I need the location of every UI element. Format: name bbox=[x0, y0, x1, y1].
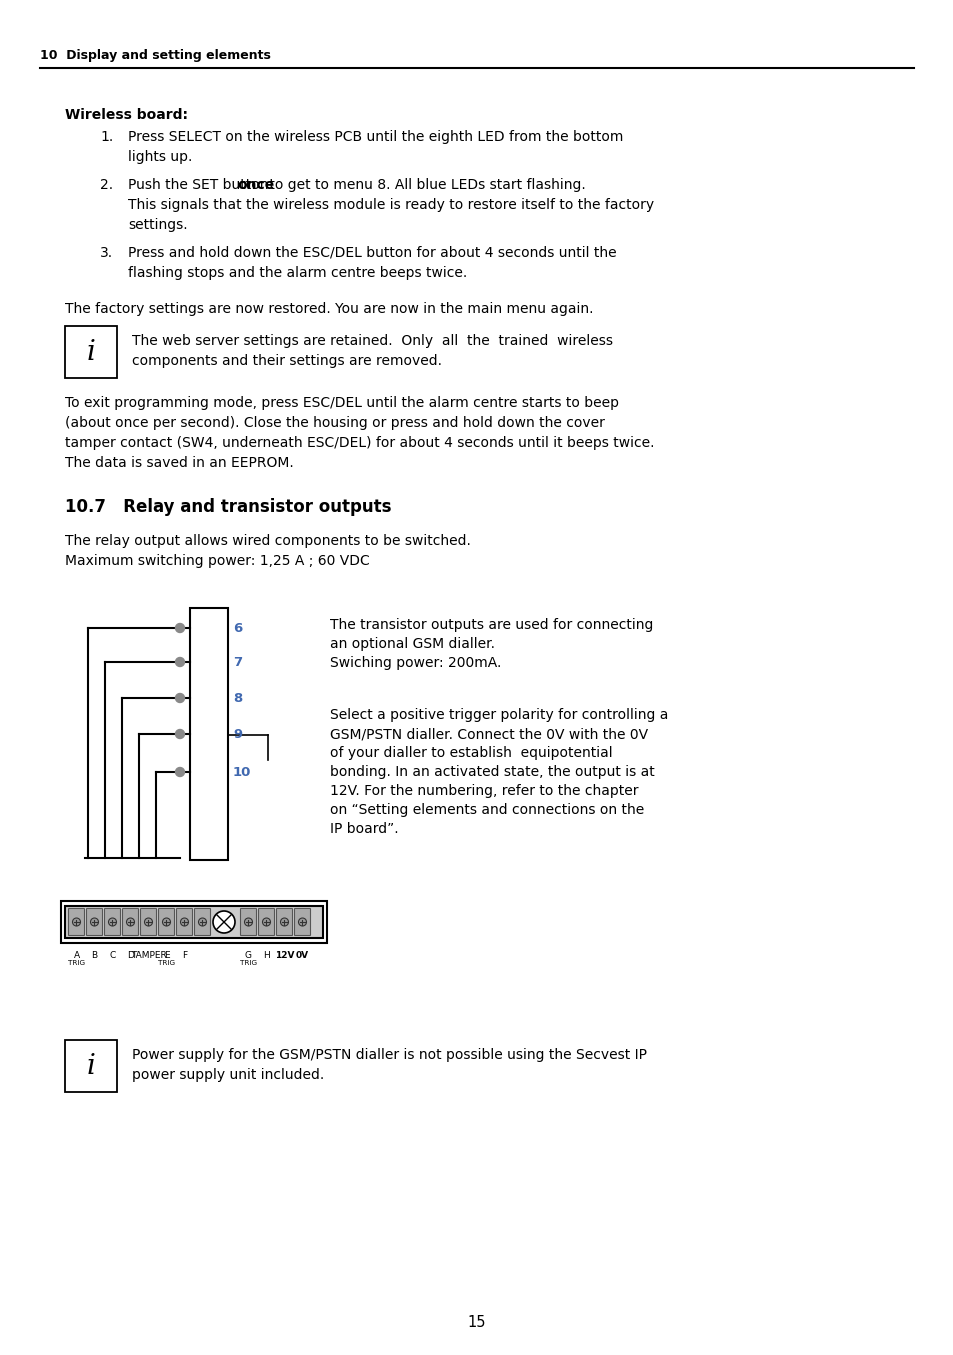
Text: Swiching power: 200mA.: Swiching power: 200mA. bbox=[330, 656, 501, 669]
Text: The relay output allows wired components to be switched.: The relay output allows wired components… bbox=[65, 534, 471, 547]
FancyBboxPatch shape bbox=[69, 908, 85, 935]
Circle shape bbox=[72, 917, 80, 925]
Text: 12V. For the numbering, refer to the chapter: 12V. For the numbering, refer to the cha… bbox=[330, 785, 638, 798]
Text: 6: 6 bbox=[233, 622, 242, 634]
Bar bbox=[65, 327, 117, 378]
Text: components and their settings are removed.: components and their settings are remove… bbox=[132, 354, 441, 369]
Text: 15: 15 bbox=[467, 1314, 486, 1331]
Text: 10: 10 bbox=[233, 766, 251, 779]
Text: TAMPER: TAMPER bbox=[131, 951, 166, 959]
Text: tamper contact (SW4, underneath ESC/DEL) for about 4 seconds until it beeps twic: tamper contact (SW4, underneath ESC/DEL)… bbox=[65, 436, 654, 450]
Text: The web server settings are retained.  Only  all  the  trained  wireless: The web server settings are retained. On… bbox=[132, 333, 613, 348]
Circle shape bbox=[144, 917, 152, 925]
Text: settings.: settings. bbox=[128, 218, 188, 232]
Bar bbox=[65, 1041, 117, 1092]
Text: of your dialler to establish  equipotential: of your dialler to establish equipotenti… bbox=[330, 747, 612, 760]
FancyBboxPatch shape bbox=[140, 908, 156, 935]
Circle shape bbox=[175, 657, 184, 667]
FancyBboxPatch shape bbox=[240, 908, 256, 935]
Circle shape bbox=[298, 917, 306, 925]
Text: G: G bbox=[245, 951, 252, 959]
Text: Power supply for the GSM/PSTN dialler is not possible using the Secvest IP: Power supply for the GSM/PSTN dialler is… bbox=[132, 1047, 646, 1062]
Circle shape bbox=[175, 729, 184, 738]
Circle shape bbox=[175, 623, 184, 633]
Text: Push the SET button: Push the SET button bbox=[128, 178, 273, 192]
Text: (about once per second). Close the housing or press and hold down the cover: (about once per second). Close the housi… bbox=[65, 416, 604, 430]
FancyBboxPatch shape bbox=[294, 908, 310, 935]
Text: B: B bbox=[91, 951, 97, 959]
Text: on “Setting elements and connections on the: on “Setting elements and connections on … bbox=[330, 804, 643, 817]
FancyBboxPatch shape bbox=[176, 908, 193, 935]
Text: lights up.: lights up. bbox=[128, 150, 193, 164]
Circle shape bbox=[91, 917, 98, 925]
Text: H: H bbox=[263, 951, 270, 959]
Text: F: F bbox=[182, 951, 187, 959]
Bar bbox=[61, 901, 327, 943]
Circle shape bbox=[127, 917, 134, 925]
Text: TRIG: TRIG bbox=[240, 959, 256, 966]
Text: 3.: 3. bbox=[100, 247, 113, 260]
Text: power supply unit included.: power supply unit included. bbox=[132, 1068, 324, 1083]
Text: Wireless board:: Wireless board: bbox=[65, 108, 188, 122]
Text: once: once bbox=[236, 178, 274, 192]
Text: TRIG: TRIG bbox=[158, 959, 175, 966]
Text: The factory settings are now restored. You are now in the main menu again.: The factory settings are now restored. Y… bbox=[65, 302, 593, 316]
Text: GSM/PSTN dialler. Connect the 0V with the 0V: GSM/PSTN dialler. Connect the 0V with th… bbox=[330, 728, 647, 741]
Text: 0V: 0V bbox=[295, 951, 309, 959]
Text: 9: 9 bbox=[233, 728, 242, 740]
Text: 10  Display and setting elements: 10 Display and setting elements bbox=[40, 49, 271, 62]
Text: TRIG: TRIG bbox=[68, 959, 85, 966]
Text: The data is saved in an EEPROM.: The data is saved in an EEPROM. bbox=[65, 457, 294, 470]
Text: A: A bbox=[73, 951, 79, 959]
Bar bbox=[190, 608, 228, 860]
Circle shape bbox=[180, 917, 189, 925]
Text: i: i bbox=[87, 339, 95, 366]
FancyBboxPatch shape bbox=[158, 908, 174, 935]
Text: 1.: 1. bbox=[100, 130, 113, 144]
Text: an optional GSM dialler.: an optional GSM dialler. bbox=[330, 637, 495, 650]
Circle shape bbox=[175, 694, 184, 702]
FancyBboxPatch shape bbox=[87, 908, 102, 935]
FancyBboxPatch shape bbox=[194, 908, 211, 935]
Text: D: D bbox=[127, 951, 133, 959]
Circle shape bbox=[109, 917, 116, 925]
Circle shape bbox=[280, 917, 288, 925]
Text: 7: 7 bbox=[233, 656, 242, 668]
Text: flashing stops and the alarm centre beeps twice.: flashing stops and the alarm centre beep… bbox=[128, 266, 467, 280]
Text: bonding. In an activated state, the output is at: bonding. In an activated state, the outp… bbox=[330, 766, 654, 779]
Text: Select a positive trigger polarity for controlling a: Select a positive trigger polarity for c… bbox=[330, 709, 668, 722]
Text: To exit programming mode, press ESC/DEL until the alarm centre starts to beep: To exit programming mode, press ESC/DEL … bbox=[65, 396, 618, 411]
Circle shape bbox=[262, 917, 271, 925]
Bar bbox=[65, 906, 323, 938]
FancyBboxPatch shape bbox=[276, 908, 293, 935]
Text: E: E bbox=[164, 951, 169, 959]
Text: to get to menu 8. All blue LEDs start flashing.: to get to menu 8. All blue LEDs start fl… bbox=[265, 178, 585, 192]
Text: 2.: 2. bbox=[100, 178, 113, 192]
FancyBboxPatch shape bbox=[122, 908, 138, 935]
Text: IP board”.: IP board”. bbox=[330, 822, 398, 836]
Text: Maximum switching power: 1,25 A ; 60 VDC: Maximum switching power: 1,25 A ; 60 VDC bbox=[65, 554, 370, 568]
Circle shape bbox=[198, 917, 206, 925]
Text: 10.7   Relay and transistor outputs: 10.7 Relay and transistor outputs bbox=[65, 499, 391, 516]
Circle shape bbox=[162, 917, 171, 925]
Circle shape bbox=[213, 911, 234, 934]
Text: C: C bbox=[110, 951, 115, 959]
Circle shape bbox=[175, 767, 184, 776]
Text: Press and hold down the ESC/DEL button for about 4 seconds until the: Press and hold down the ESC/DEL button f… bbox=[128, 247, 616, 260]
Text: Press SELECT on the wireless PCB until the eighth LED from the bottom: Press SELECT on the wireless PCB until t… bbox=[128, 130, 622, 144]
Text: The transistor outputs are used for connecting: The transistor outputs are used for conn… bbox=[330, 618, 653, 631]
Circle shape bbox=[244, 917, 253, 925]
Text: 8: 8 bbox=[233, 691, 242, 705]
FancyBboxPatch shape bbox=[105, 908, 120, 935]
Text: This signals that the wireless module is ready to restore itself to the factory: This signals that the wireless module is… bbox=[128, 198, 654, 211]
FancyBboxPatch shape bbox=[258, 908, 274, 935]
Text: i: i bbox=[87, 1053, 95, 1080]
Text: 12V: 12V bbox=[274, 951, 294, 959]
